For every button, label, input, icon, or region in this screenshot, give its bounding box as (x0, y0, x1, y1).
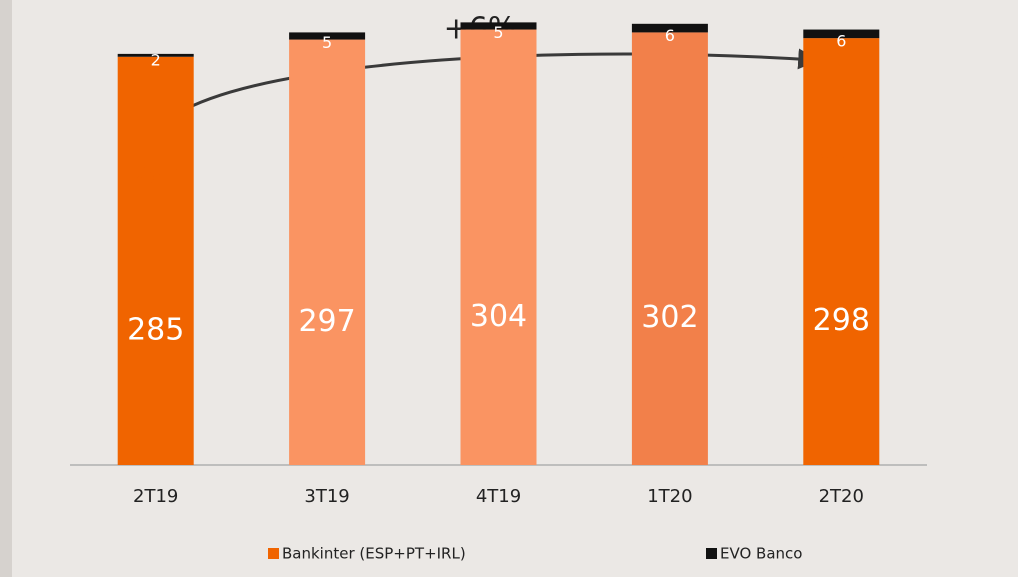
bar-segment (631, 23, 708, 33)
value-label: 304 (470, 299, 527, 334)
legend-label: EVO Banco (720, 545, 802, 563)
value-label: 285 (127, 312, 184, 347)
value-label: 5 (493, 23, 503, 42)
legend-swatch (706, 548, 717, 559)
value-label: 2 (151, 50, 161, 69)
total-label: 305 (818, 138, 864, 163)
bar-segment (289, 32, 366, 40)
bar-segment (460, 29, 537, 466)
legend-label: Bankinter (ESP+PT+IRL) (282, 545, 466, 563)
x-tick-label: 1T20 (647, 486, 692, 507)
bar-segment (803, 29, 880, 39)
value-label: 6 (665, 26, 675, 45)
total-label: 287 (133, 164, 179, 189)
bar-segment (117, 56, 194, 466)
bar-segment (289, 39, 366, 465)
x-tick-label: 2T20 (819, 486, 864, 507)
legend-swatch (268, 548, 279, 559)
bar-segment (803, 38, 880, 466)
x-tick-label: 3T19 (304, 486, 349, 507)
x-tick-label: 2T19 (133, 486, 178, 507)
bar-segment (631, 32, 708, 466)
bar-segment (460, 22, 537, 30)
x-tick-label: 4T19 (476, 486, 521, 507)
bar-segment (117, 53, 194, 57)
value-label: 6 (836, 32, 846, 51)
value-label: 297 (298, 304, 355, 339)
left-border (0, 0, 12, 577)
value-label: 302 (641, 300, 698, 335)
value-label: 5 (322, 33, 332, 52)
value-label: 298 (813, 303, 870, 338)
